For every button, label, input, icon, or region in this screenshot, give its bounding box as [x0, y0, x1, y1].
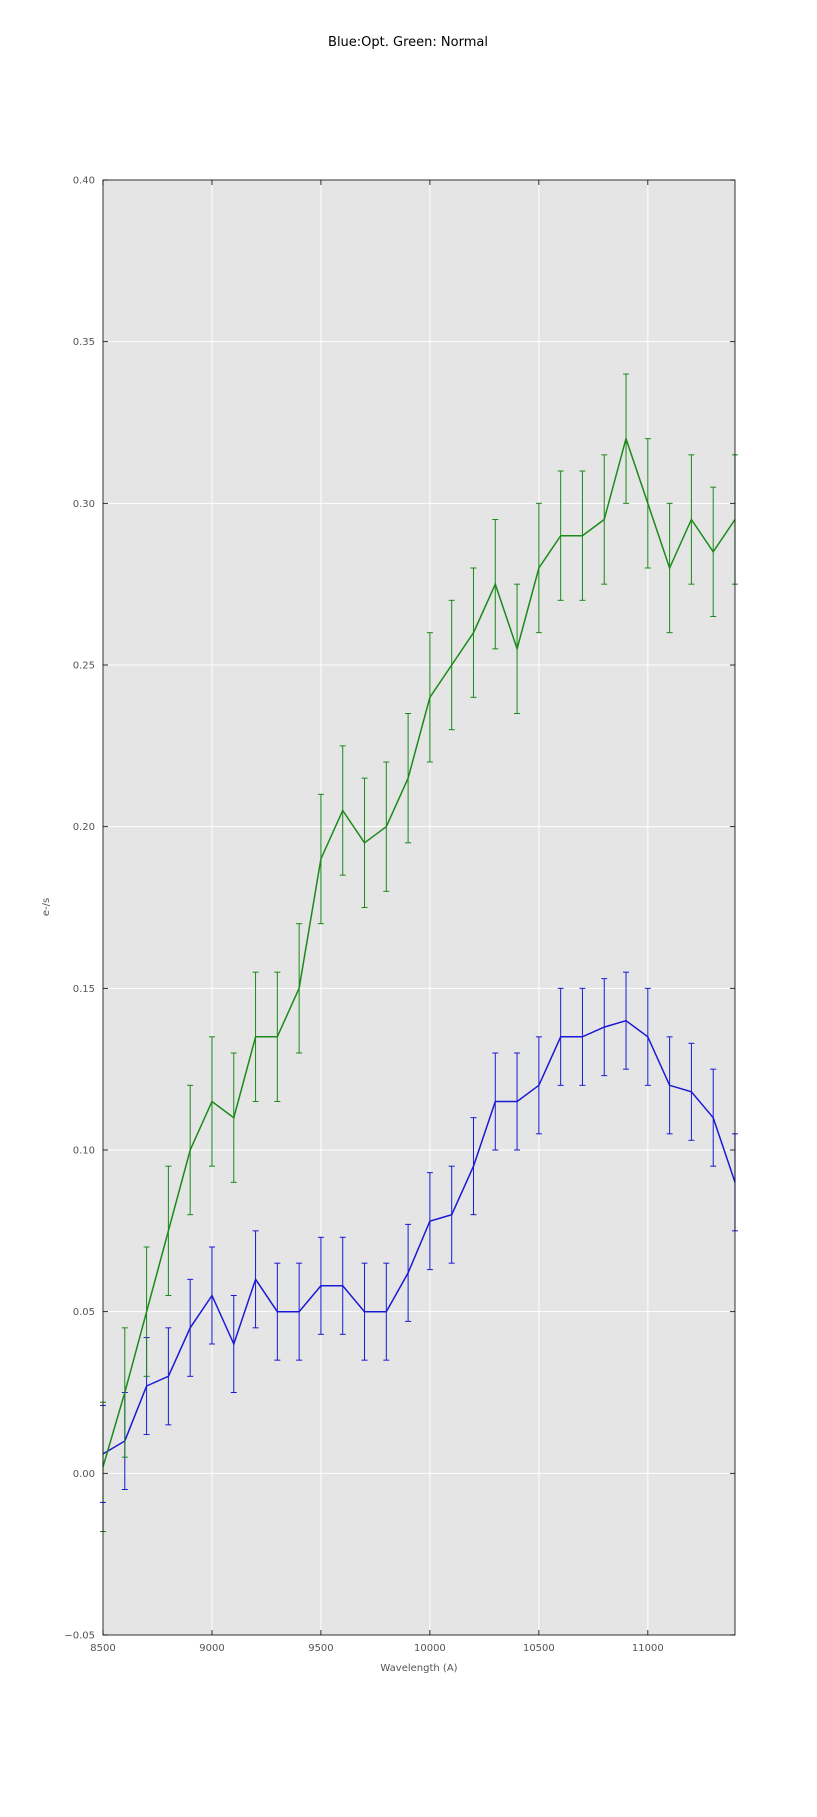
axis-ticks: 8500 9000 9500 10000 10500 11000 −0.05 0.00 0.05…	[64, 176, 735, 1654]
plot-frame	[102, 179, 736, 1636]
x-axis-label: Wavelength (A)	[380, 1663, 457, 1674]
y-tick-label: 0.30	[73, 499, 95, 510]
y-tick-label: 0.20	[73, 822, 95, 833]
series-line	[102, 1019, 736, 1455]
y-axis-label: e-/s	[41, 898, 52, 916]
series-2	[100, 373, 738, 1533]
y-tick-label: 0.05	[73, 1307, 95, 1318]
y-tick-label: 0.00	[73, 1469, 95, 1480]
x-tick-label: 8500	[90, 1643, 115, 1654]
y-tick-label: 0.15	[73, 984, 95, 995]
grid-lines	[102, 179, 735, 1636]
y-tick-label: 0.10	[73, 1146, 95, 1157]
x-tick-label: 11000	[632, 1643, 664, 1654]
y-tick-label: 0.40	[73, 176, 95, 187]
plot-area	[103, 180, 735, 1635]
y-tick-label: 0.35	[73, 337, 95, 348]
x-tick-label: 9500	[308, 1643, 333, 1654]
x-tick-label: 10000	[414, 1643, 446, 1654]
y-tick-label: −0.05	[64, 1631, 95, 1642]
series-line	[102, 436, 736, 1468]
chart-title: Blue:Opt. Green: Normal	[328, 35, 488, 50]
y-tick-label: 0.25	[73, 661, 95, 672]
x-tick-label: 10500	[523, 1643, 555, 1654]
x-tick-label: 9000	[199, 1643, 224, 1654]
